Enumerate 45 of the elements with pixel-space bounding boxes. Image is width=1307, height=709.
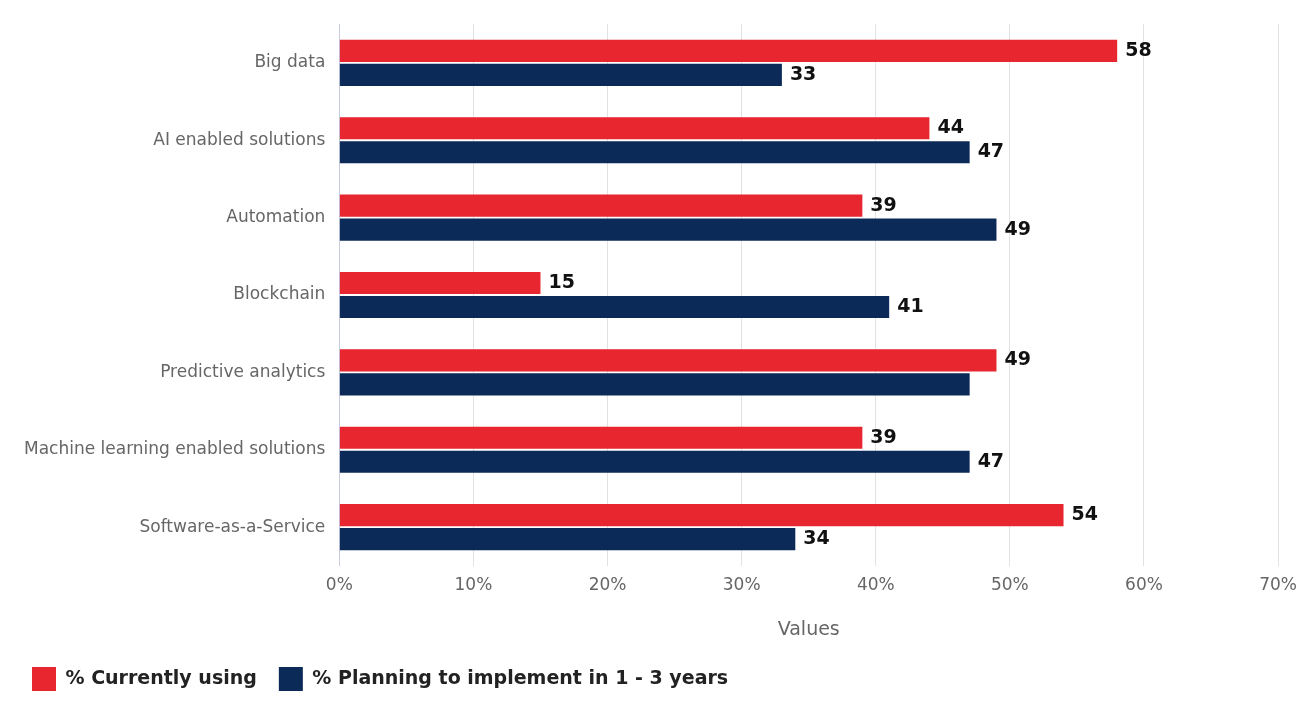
bar: [339, 349, 997, 372]
x-tick-label: 40%: [856, 574, 895, 595]
data-label: 33: [789, 61, 817, 84]
data-label: 44: [937, 115, 964, 138]
data-label: 47: [977, 448, 1005, 471]
bar: [339, 271, 541, 295]
data-label: 49: [1004, 347, 1031, 370]
y-tick-label: Big data: [254, 51, 326, 72]
data-label: 41: [897, 293, 924, 316]
bar: [339, 373, 970, 396]
y-tick-label: AI enabled solutions: [153, 128, 326, 149]
x-axis-title: Values: [777, 616, 840, 639]
bar: [339, 450, 970, 473]
y-tick-label: Software-as-a-Service: [139, 515, 326, 536]
data-label: 34: [803, 526, 830, 549]
data-label: 49: [1004, 216, 1031, 239]
data-label: 58: [1125, 37, 1152, 60]
data-label: 54: [1071, 502, 1098, 525]
x-tick-label: 20%: [588, 574, 627, 595]
x-tick-label: 10%: [454, 574, 493, 595]
data-label: 47: [977, 139, 1005, 162]
bar: [339, 504, 1064, 527]
x-tick-label: 60%: [1125, 574, 1163, 595]
y-tick-label: Machine learning enabled solutions: [23, 438, 326, 459]
bar: [339, 39, 1118, 62]
x-tick-label: 30%: [722, 574, 761, 595]
bar: [339, 194, 863, 217]
data-label: 39: [870, 192, 897, 215]
y-tick-label: Blockchain: [233, 283, 326, 304]
bar: [339, 141, 970, 164]
x-tick-label: 50%: [990, 574, 1029, 595]
x-tick-label: 70%: [1259, 574, 1298, 595]
bar: [339, 117, 930, 140]
y-tick-label: Predictive analytics: [160, 360, 326, 381]
y-tick-label: Automation: [226, 206, 326, 227]
bar: [339, 218, 997, 241]
bar: [339, 295, 890, 319]
bar: [339, 426, 863, 449]
data-label: 39: [870, 424, 897, 447]
data-label: 15: [548, 269, 575, 292]
x-tick-label: 0%: [325, 574, 353, 595]
legend-label: % Currently using: [65, 665, 257, 688]
bar: [339, 63, 782, 86]
legend-label: % Planning to implement in 1 - 3 years: [312, 665, 729, 688]
bar: [339, 528, 796, 551]
